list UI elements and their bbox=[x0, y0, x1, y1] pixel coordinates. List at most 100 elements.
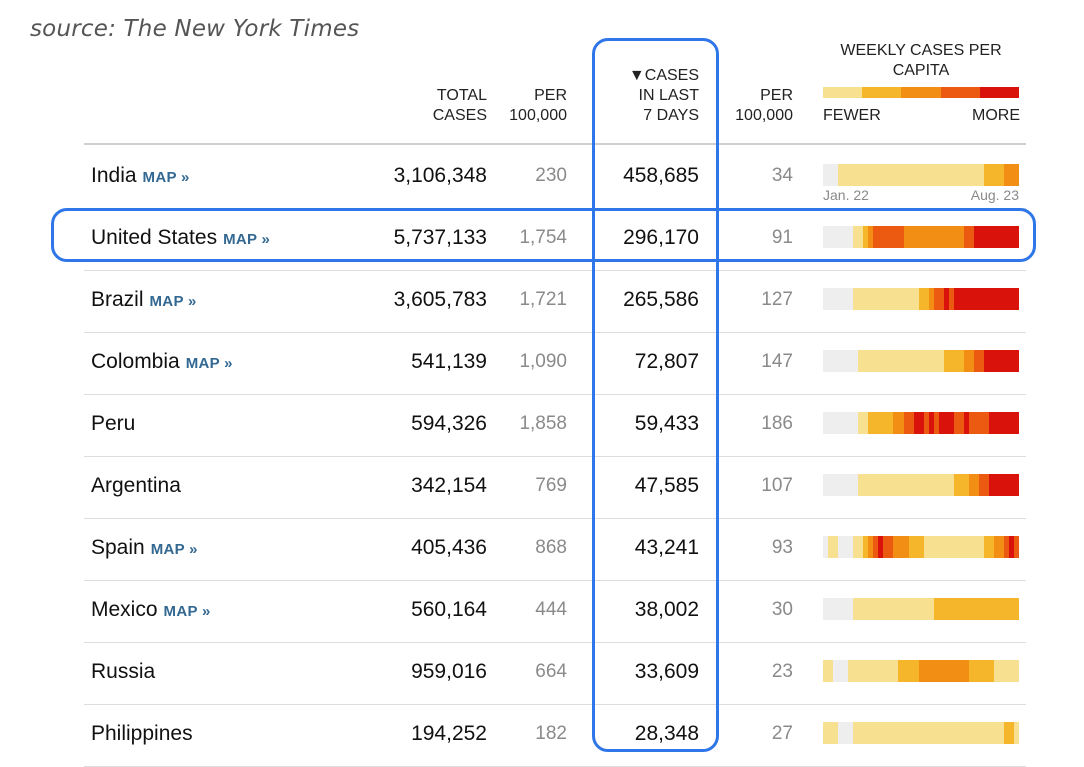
sparkline-week-cell bbox=[868, 226, 874, 248]
sparkline-week-cell bbox=[898, 288, 904, 310]
sparkline-week-cell bbox=[994, 722, 1000, 744]
sparkline-week-cell bbox=[828, 536, 834, 558]
map-link[interactable]: MAP » bbox=[163, 603, 211, 620]
total-cases: 3,106,348 bbox=[393, 164, 487, 187]
sparkline-week-cell bbox=[843, 598, 849, 620]
sparkline-week-cell bbox=[873, 226, 879, 248]
sparkline-week-cell bbox=[903, 722, 909, 744]
map-link[interactable]: MAP » bbox=[185, 355, 233, 372]
sparkline-week-cell bbox=[848, 164, 854, 186]
sparkline-week-cell bbox=[823, 474, 829, 496]
sparkline-week-cell bbox=[858, 164, 864, 186]
table-row: Spain MAP » 405,436 868 43,241 93 bbox=[84, 518, 1026, 581]
color-scale-legend bbox=[823, 87, 1020, 98]
sparkline-week-cell bbox=[999, 226, 1005, 248]
sparkline-week-cell bbox=[923, 412, 929, 434]
sparkline-week-cell bbox=[989, 598, 995, 620]
sparkline-week-cell bbox=[1014, 288, 1020, 310]
sparkline-week-cell bbox=[999, 164, 1005, 186]
sparkline-week-cell bbox=[878, 660, 884, 682]
sparkline-week-cell bbox=[858, 660, 864, 682]
sparkline-week-cell bbox=[963, 226, 969, 248]
sparkline-week-cell bbox=[823, 722, 829, 744]
country-name: Peru bbox=[91, 394, 135, 454]
sparkline-week-cell bbox=[863, 474, 869, 496]
sparkline-week-cell bbox=[984, 288, 990, 310]
sparkline-week-cell bbox=[833, 412, 839, 434]
sparkline-week-cell bbox=[918, 722, 924, 744]
sparkline-week-cell bbox=[823, 288, 829, 310]
sparkline-week-cell bbox=[893, 722, 899, 744]
header-total-cases[interactable]: TOTAL CASES bbox=[432, 87, 487, 124]
sparkline-week-cell bbox=[853, 598, 859, 620]
sparkline-week-cell bbox=[984, 164, 990, 186]
sparkline-week-cell bbox=[893, 598, 899, 620]
sparkline-week-cell bbox=[968, 288, 974, 310]
sparkline-week-cell bbox=[999, 598, 1005, 620]
sparkline-week-cell bbox=[994, 350, 1000, 372]
sparkline-week-cell bbox=[858, 350, 864, 372]
sparkline-week-cell bbox=[878, 164, 884, 186]
header-per-100k-7day[interactable]: PER 100,000 bbox=[735, 87, 793, 124]
sparkline-week-cell bbox=[828, 412, 834, 434]
sparkline-week-cell bbox=[908, 722, 914, 744]
sparkline-week-cell bbox=[883, 412, 889, 434]
sparkline-week-cell bbox=[908, 598, 914, 620]
sparkline-week-cell bbox=[1004, 412, 1010, 434]
sparkline-week-cell bbox=[984, 226, 990, 248]
sparkline-week-cell bbox=[853, 288, 859, 310]
total-per-100k: 1,858 bbox=[519, 413, 567, 434]
sparkline-week-cell bbox=[978, 474, 984, 496]
sparkline-week-cell bbox=[978, 288, 984, 310]
last-7-per-100k: 34 bbox=[771, 165, 793, 186]
sparkline-week-cell bbox=[883, 350, 889, 372]
country-label: United States bbox=[91, 226, 218, 249]
sparkline-week-cell bbox=[853, 660, 859, 682]
sparkline-week-cell bbox=[994, 474, 1000, 496]
sparkline-week-cell bbox=[963, 412, 969, 434]
total-cases: 5,737,133 bbox=[393, 226, 487, 249]
table-row: India MAP » 3,106,348 230 458,685 34 Jan.… bbox=[84, 146, 1026, 209]
sparkline-week-cell bbox=[878, 474, 884, 496]
weekly-cases-sparkline bbox=[823, 536, 1020, 558]
sparkline-week-cell bbox=[888, 722, 894, 744]
sparkline-week-cell bbox=[973, 350, 979, 372]
sparkline-week-cell bbox=[888, 660, 894, 682]
sparkline-week-cell bbox=[868, 474, 874, 496]
map-link[interactable]: MAP » bbox=[223, 231, 271, 248]
sparkline-week-cell bbox=[989, 660, 995, 682]
sparkline-week-cell bbox=[888, 536, 894, 558]
sparkline-week-cell bbox=[923, 722, 929, 744]
sparkline-week-cell bbox=[953, 536, 959, 558]
sparkline-week-cell bbox=[953, 288, 959, 310]
sparkline-week-cell bbox=[928, 722, 934, 744]
sparkline-week-cell bbox=[898, 226, 904, 248]
sparkline-week-cell bbox=[938, 350, 944, 372]
cases-last-7-days: 59,433 bbox=[634, 412, 699, 435]
country-label: India bbox=[91, 164, 137, 187]
sparkline-week-cell bbox=[863, 412, 869, 434]
sparkline-week-cell bbox=[878, 226, 884, 248]
sparkline-week-cell bbox=[893, 536, 899, 558]
header-cases-last-7-days[interactable]: ▼CASES IN LAST 7 DAYS bbox=[628, 67, 699, 124]
header-per-100k[interactable]: PER 100,000 bbox=[509, 87, 567, 124]
source-caption: source: The New York Times bbox=[30, 16, 360, 42]
sparkline-week-cell bbox=[913, 474, 919, 496]
map-link[interactable]: MAP » bbox=[142, 169, 190, 186]
sparkline-week-cell bbox=[893, 474, 899, 496]
sparkline-week-cell bbox=[958, 722, 964, 744]
weekly-cases-sparkline bbox=[823, 598, 1020, 620]
sparkline-week-cell bbox=[893, 288, 899, 310]
sparkline-week-cell bbox=[913, 536, 919, 558]
sparkline-week-cell bbox=[848, 474, 854, 496]
sparkline-week-cell bbox=[853, 722, 859, 744]
sparkline-week-cell bbox=[933, 474, 939, 496]
map-link[interactable]: MAP » bbox=[150, 541, 198, 558]
last-7-per-100k: 91 bbox=[771, 227, 793, 248]
sparkline-week-cell bbox=[888, 226, 894, 248]
map-link[interactable]: MAP » bbox=[149, 293, 197, 310]
sparkline-week-cell bbox=[903, 226, 909, 248]
sparkline-week-cell bbox=[984, 722, 990, 744]
sparkline-week-cell bbox=[873, 350, 879, 372]
sparkline-week-cell bbox=[853, 164, 859, 186]
